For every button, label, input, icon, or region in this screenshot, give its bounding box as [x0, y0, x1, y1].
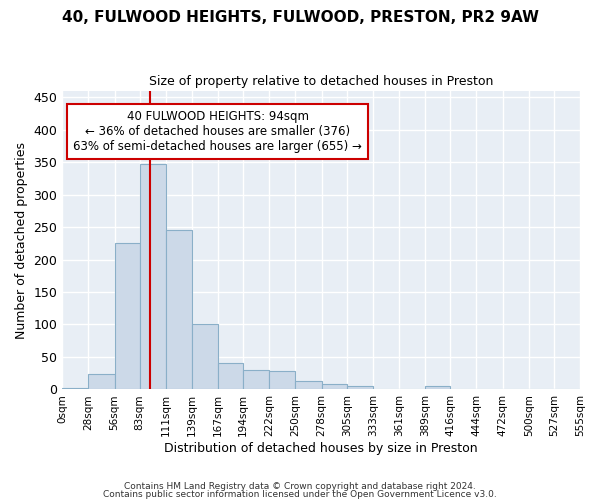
Bar — [425, 386, 451, 390]
Bar — [115, 242, 140, 390]
Text: 40, FULWOOD HEIGHTS, FULWOOD, PRESTON, PR2 9AW: 40, FULWOOD HEIGHTS, FULWOOD, PRESTON, P… — [62, 10, 539, 25]
Bar — [192, 324, 218, 390]
Bar — [243, 370, 269, 390]
X-axis label: Distribution of detached houses by size in Preston: Distribution of detached houses by size … — [164, 442, 478, 455]
Bar — [269, 370, 295, 390]
Bar — [88, 374, 115, 390]
Title: Size of property relative to detached houses in Preston: Size of property relative to detached ho… — [149, 75, 493, 88]
Bar — [295, 381, 322, 390]
Bar — [373, 389, 399, 390]
Y-axis label: Number of detached properties: Number of detached properties — [15, 142, 28, 338]
Bar — [322, 384, 347, 390]
Bar — [476, 389, 503, 390]
Text: Contains public sector information licensed under the Open Government Licence v3: Contains public sector information licen… — [103, 490, 497, 499]
Bar — [218, 364, 243, 390]
Text: 40 FULWOOD HEIGHTS: 94sqm
← 36% of detached houses are smaller (376)
63% of semi: 40 FULWOOD HEIGHTS: 94sqm ← 36% of detac… — [73, 110, 362, 153]
Text: Contains HM Land Registry data © Crown copyright and database right 2024.: Contains HM Land Registry data © Crown c… — [124, 482, 476, 491]
Bar — [62, 388, 88, 390]
Bar — [347, 386, 373, 390]
Bar — [166, 230, 192, 390]
Bar — [140, 164, 166, 390]
Bar — [554, 389, 580, 390]
